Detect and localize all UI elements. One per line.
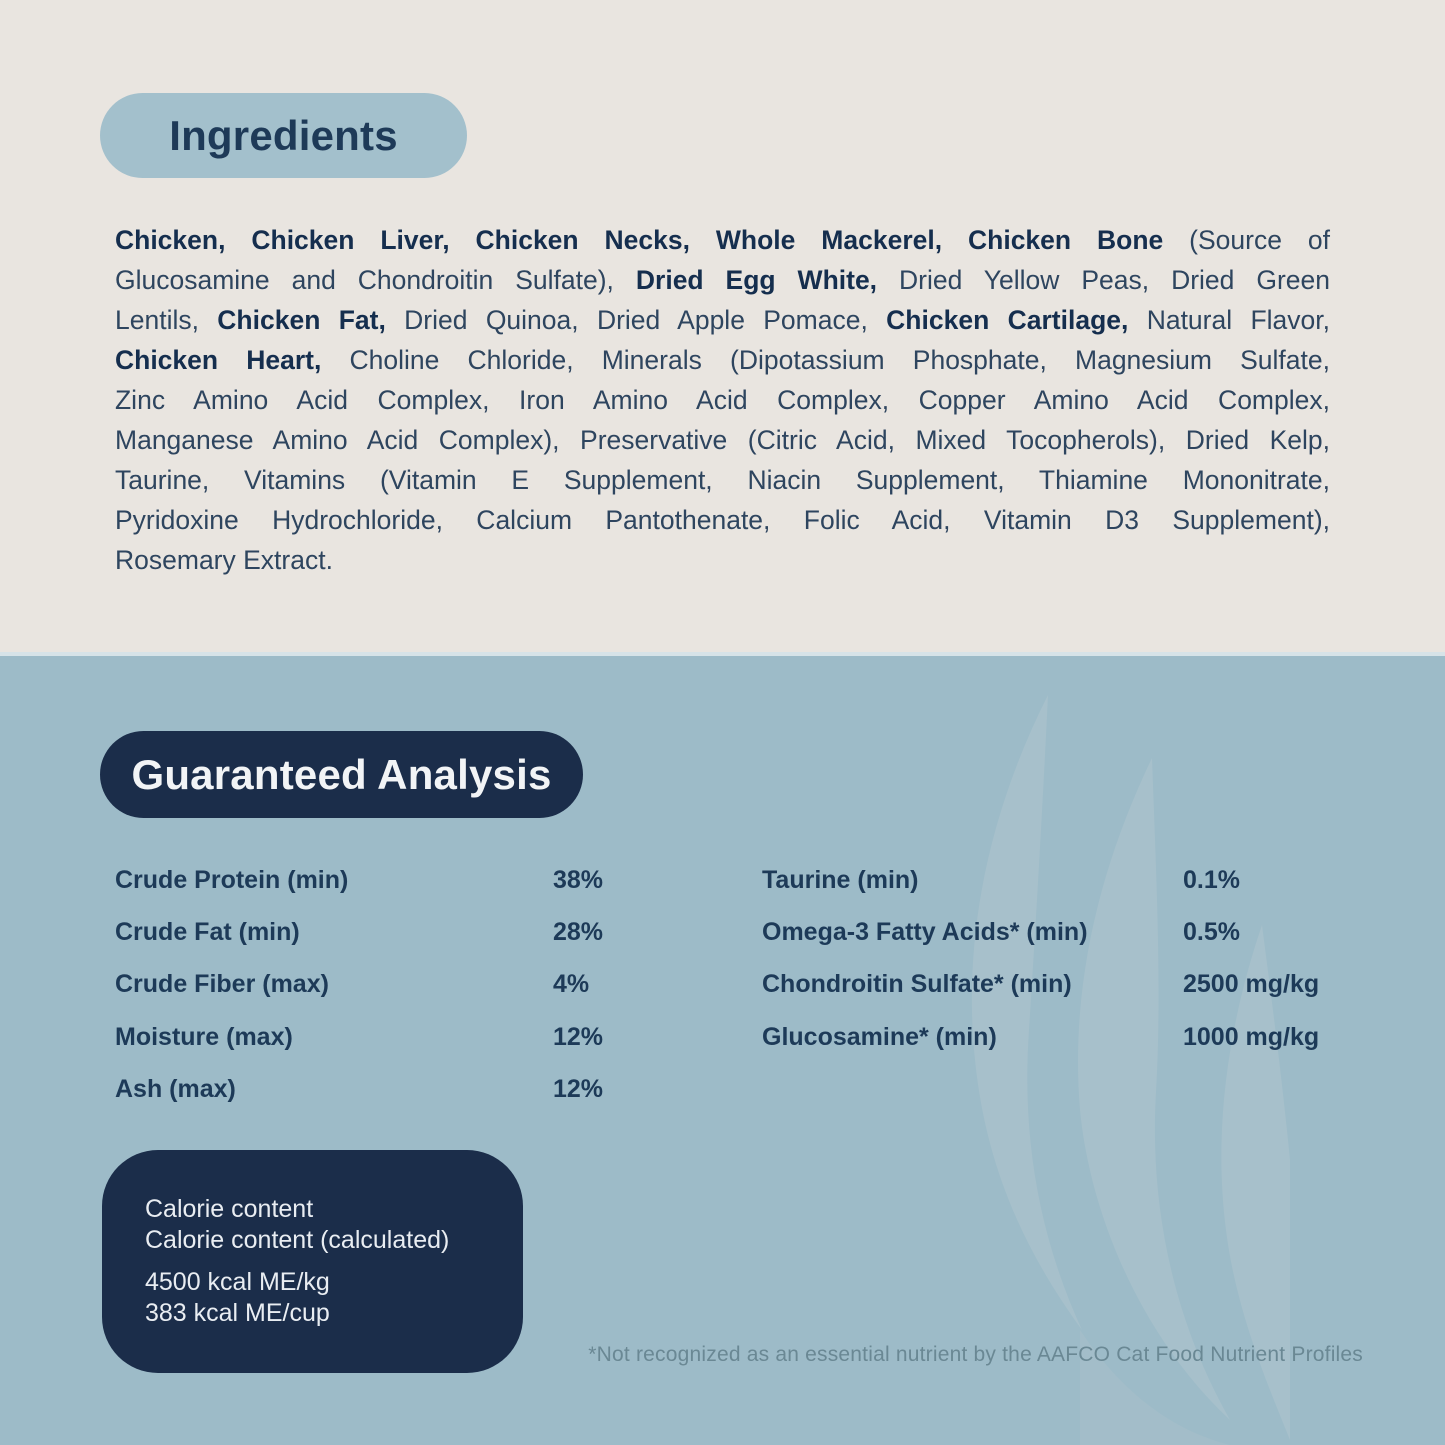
ingredients-segment: (Source of: [1163, 225, 1330, 255]
ingredients-segment: Zinc Amino Acid Complex, Iron Amino Acid…: [115, 385, 1330, 415]
analysis-label: Crude Protein (min): [115, 865, 349, 894]
analysis-label: Chondroitin Sulfate* (min): [762, 970, 1072, 999]
calorie-value: 383 kcal ME/cup: [145, 1299, 330, 1327]
analysis-value: 0.1%: [1183, 865, 1240, 894]
analysis-value: 0.5%: [1183, 918, 1240, 947]
calorie-line: Calorie content (calculated): [145, 1226, 450, 1254]
ingredients-segment: Dried Quinoa, Dried Apple Pomace,: [385, 305, 887, 335]
analysis-value: 2500 mg/kg: [1183, 970, 1320, 999]
ingredients-heading-pill: Ingredients: [100, 93, 467, 178]
analysis-label: Omega-3 Fatty Acids* (min): [762, 918, 1088, 947]
guaranteed-analysis-heading: Guaranteed Analysis: [131, 750, 552, 798]
calorie-gap: [145, 1256, 503, 1267]
ingredients-line: Manganese Amino Acid Complex), Preservat…: [115, 420, 1330, 460]
analysis-label: Crude Fat (min): [115, 918, 300, 947]
analysis-row: Glucosamine* (min) 1000 mg/kg: [762, 1011, 1319, 1063]
ingredients-segment: Chicken, Chicken Liver, Chicken Necks, W…: [115, 225, 1164, 255]
ingredients-segment: Chicken Fat,: [217, 305, 386, 335]
ingredients-line: Chicken, Chicken Liver, Chicken Necks, W…: [115, 220, 1330, 260]
ingredients-segment: Glucosamine and Chondroitin Sulfate),: [115, 265, 636, 295]
analysis-row: Crude Fat (min) 28%: [115, 906, 603, 958]
ingredients-segment: Manganese Amino Acid Complex), Preservat…: [115, 425, 1330, 455]
flame-watermark-icon: [971, 695, 1290, 1445]
analysis-value: 28%: [553, 918, 604, 947]
footnote: *Not recognized as an essential nutrient…: [588, 1343, 1363, 1366]
ingredients-segment: Chicken Cartilage,: [886, 305, 1129, 335]
ingredients-line: Chicken Heart, Choline Chloride, Mineral…: [115, 340, 1330, 380]
guaranteed-analysis-section: Guaranteed Analysis Crude Protein (min) …: [0, 656, 1445, 1445]
ingredients-segment: Pyridoxine Hydrochloride, Calcium Pantot…: [115, 505, 1330, 535]
ingredients-segment: Choline Chloride, Minerals (Dipotassium …: [321, 345, 1331, 375]
section-divider: [0, 652, 1445, 656]
analysis-row: Moisture (max) 12%: [115, 1011, 603, 1063]
analysis-row: Chondroitin Sulfate* (min) 2500 mg/kg: [762, 959, 1319, 1011]
ingredients-segment: Lentils,: [115, 305, 218, 335]
flame-watermark-graphic: [930, 690, 1290, 1445]
analysis-value: 1000 mg/kg: [1183, 1022, 1320, 1051]
ingredients-segment: Chicken Heart,: [115, 345, 322, 375]
ingredients-segment: Dried Yellow Peas, Dried Green: [877, 265, 1330, 295]
analysis-label: Crude Fiber (max): [115, 970, 329, 999]
analysis-label: Ash (max): [115, 1075, 236, 1104]
analysis-table-right: Taurine (min) 0.1% Omega-3 Fatty Acids* …: [762, 854, 1319, 1064]
calorie-content-box: Calorie content Calorie content (calcula…: [102, 1150, 523, 1373]
analysis-value: 12%: [553, 1022, 604, 1051]
ingredients-segment: Natural Flavor,: [1128, 305, 1330, 335]
ingredients-heading: Ingredients: [169, 111, 398, 159]
ingredients-segment: Taurine, Vitamins (Vitamin E Supplement,…: [115, 465, 1330, 495]
ingredients-segment: Dried Egg White,: [635, 265, 878, 295]
analysis-row: Omega-3 Fatty Acids* (min) 0.5%: [762, 906, 1319, 958]
calorie-line: Calorie content: [145, 1195, 314, 1223]
ingredients-line: Rosemary Extract.: [115, 540, 1330, 580]
analysis-value: 38%: [553, 865, 604, 894]
analysis-value: 4%: [553, 970, 590, 999]
analysis-label: Moisture (max): [115, 1022, 293, 1051]
analysis-label: Taurine (min): [762, 865, 919, 894]
analysis-table-left: Crude Protein (min) 38% Crude Fat (min) …: [115, 854, 603, 1116]
analysis-row: Taurine (min) 0.1%: [762, 854, 1319, 906]
ingredients-line: Zinc Amino Acid Complex, Iron Amino Acid…: [115, 380, 1330, 420]
analysis-label: Glucosamine* (min): [762, 1022, 997, 1051]
analysis-row: Crude Protein (min) 38%: [115, 854, 603, 906]
ingredients-paragraph: Chicken, Chicken Liver, Chicken Necks, W…: [115, 220, 1330, 580]
guaranteed-analysis-heading-pill: Guaranteed Analysis: [100, 731, 583, 818]
ingredients-segment: Rosemary Extract.: [115, 545, 333, 575]
calorie-value: 4500 kcal ME/kg: [145, 1268, 330, 1296]
ingredients-section: Ingredients Chicken, Chicken Liver, Chic…: [0, 0, 1445, 652]
analysis-row: Crude Fiber (max) 4%: [115, 959, 603, 1011]
ingredients-line: Lentils, Chicken Fat, Dried Quinoa, Drie…: [115, 300, 1330, 340]
ingredients-line: Glucosamine and Chondroitin Sulfate), Dr…: [115, 260, 1330, 300]
analysis-row: Ash (max) 12%: [115, 1064, 603, 1116]
ingredients-line: Pyridoxine Hydrochloride, Calcium Pantot…: [115, 500, 1330, 540]
analysis-value: 12%: [553, 1075, 604, 1104]
ingredients-line: Taurine, Vitamins (Vitamin E Supplement,…: [115, 460, 1330, 500]
